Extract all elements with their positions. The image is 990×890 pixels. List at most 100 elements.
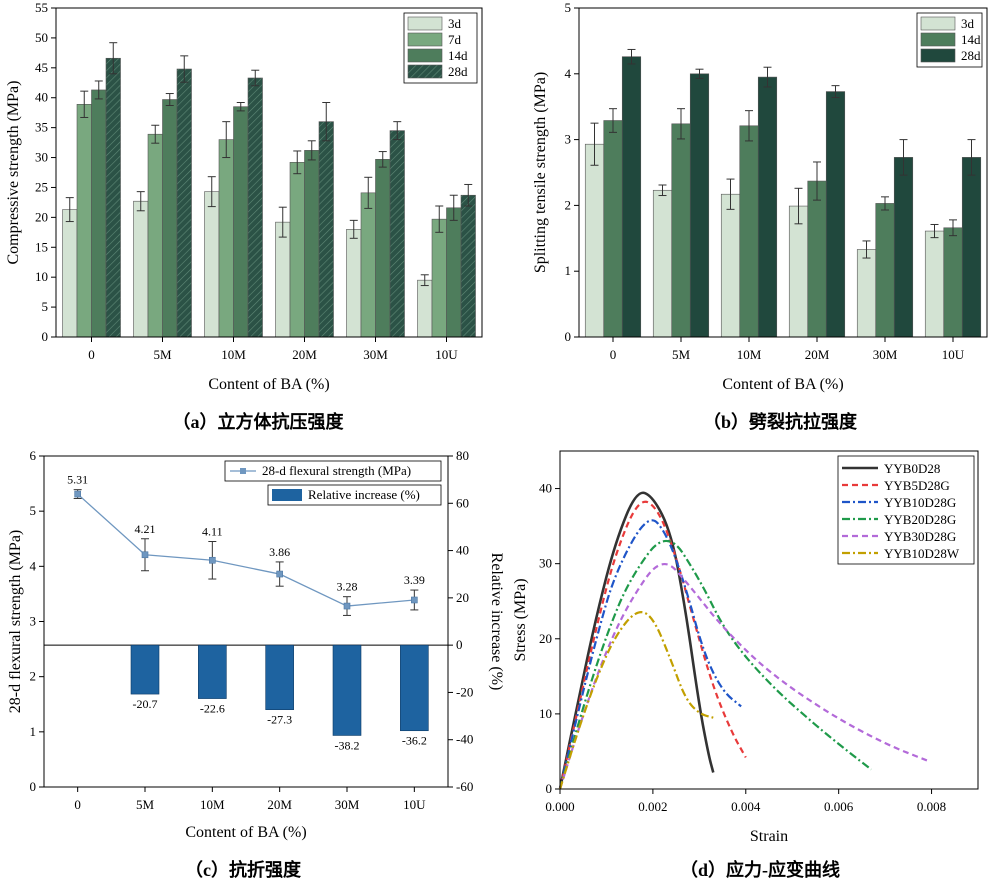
a-x-tick-label-2: 10M	[221, 347, 246, 362]
a-bar-28d-30M	[389, 130, 405, 338]
b-legend-label-28d: 28d	[961, 48, 981, 63]
c-flexural-point-30M	[343, 602, 351, 610]
panel-d-legend: YYB0D28 YYB5D28G YYB10D28G YYB20D28G YYB30D2…	[837, 455, 975, 565]
panel-c-plot-frame	[43, 455, 449, 788]
c-y2-tick-label-5: 40	[456, 543, 469, 558]
b-bar-3d-30M	[856, 249, 877, 338]
a-bar-3d-5M	[133, 200, 149, 338]
c-flexural-point-5M	[141, 551, 149, 559]
a-bar-14d-10M	[233, 106, 249, 338]
c-flexural-label-10M: 4.11	[202, 525, 223, 539]
a-bar-3d-0	[62, 209, 78, 338]
a-bar-3d-10M	[204, 191, 220, 338]
c-y2-tick-label-1: -40	[456, 732, 473, 747]
c-flexural-point-0	[74, 490, 81, 498]
panel-c-x-axis-label: Content of BA (%)	[185, 824, 306, 841]
panel-d-caption: （d）应力-应变曲线	[680, 859, 840, 880]
b-y-tick-label-5: 5	[565, 0, 572, 15]
a-bar-28d-20M	[318, 121, 334, 338]
b-bar-28d-0	[621, 56, 642, 338]
d-legend-label-YYB30D28G: YYB30D28G	[884, 529, 956, 544]
a-y-tick-label-6: 30	[35, 150, 48, 165]
panel-c-flexural-strength-chart: 0 1 2 3 4 5 6 -60 -40 -20 0 20 40 60 80 0 5M -20.7 10M -22.…	[7, 448, 505, 880]
a-bar-7d-30M	[360, 192, 376, 338]
d-curve-YYB5D28G	[558, 500, 747, 790]
c-x-tick-label-0: 0	[74, 797, 81, 812]
c-x-tick-label-4: 30M	[335, 797, 360, 812]
c-y-tick-label-3: 3	[30, 614, 37, 629]
c-legend-bar-label: Relative increase (%)	[308, 487, 420, 502]
panel-d-plot-frame	[559, 450, 979, 790]
panel-a-compressive-strength-chart: 0 5 10 15 20 25 30 35 40 45 50 55 0 5M 10M 20M 30M 10U Co…	[5, 0, 483, 432]
panel-a-y-axis-label: Compressive strength (MPa)	[5, 81, 22, 265]
d-y-tick-label-0: 0	[546, 781, 553, 796]
b-bar-28d-20M	[825, 91, 846, 338]
c-flexural-line	[77, 493, 415, 607]
b-bar-28d-10U	[961, 157, 982, 338]
a-y-tick-label-11: 55	[35, 0, 48, 15]
c-flexural-label-10U: 3.39	[404, 573, 425, 587]
d-x-tick-label-0: 0.000	[545, 799, 574, 814]
a-x-tick-label-5: 10U	[435, 347, 458, 362]
panel-c-legend: 28-d flexural strength (MPa) Relative inc…	[224, 460, 442, 506]
c-legend-bar-box	[267, 484, 442, 506]
b-legend-swatch-14d	[920, 32, 956, 47]
c-bar-relative-10U	[400, 644, 429, 732]
a-y-tick-label-3: 15	[35, 239, 48, 254]
d-x-tick-label-4: 0.008	[917, 799, 946, 814]
panel-c-caption: （c）抗折强度	[185, 859, 302, 880]
panel-d-x-axis-label: Strain	[750, 828, 788, 845]
a-bar-14d-5M	[162, 99, 178, 338]
a-bar-14d-0	[91, 89, 107, 338]
d-curve-YYB0D28	[558, 491, 715, 790]
a-bar-7d-10M	[218, 139, 234, 338]
b-legend-label-14d: 14d	[961, 32, 981, 47]
b-x-tick-label-0: 0	[610, 347, 617, 362]
b-bar-3d-10U	[924, 230, 945, 338]
a-bar-7d-20M	[289, 162, 305, 338]
a-bar-3d-30M	[346, 229, 362, 338]
b-bar-3d-5M	[652, 189, 673, 338]
panel-b-x-axis-label: Content of BA (%)	[722, 376, 843, 393]
panel-a-x-axis-label: Content of BA (%)	[208, 376, 329, 393]
b-x-tick-label-1: 5M	[672, 347, 691, 362]
c-legend-line-box	[224, 460, 442, 482]
b-x-tick-label-5: 10U	[942, 347, 965, 362]
c-y2-tick-label-6: 60	[456, 495, 469, 510]
b-bar-3d-0	[584, 143, 605, 338]
a-legend-swatch-3d	[407, 16, 443, 31]
b-y-tick-label-3: 3	[565, 132, 572, 147]
a-bar-7d-0	[76, 104, 92, 338]
panel-a-caption: （a）立方体抗压强度	[173, 411, 345, 432]
a-x-tick-label-3: 20M	[292, 347, 317, 362]
a-y-tick-label-2: 10	[35, 269, 48, 284]
a-legend-swatch-28d	[407, 64, 443, 79]
c-flexural-point-10U	[411, 596, 418, 604]
b-bar-14d-0	[603, 120, 623, 338]
panel-c-y-axis-label: 28-d flexural strength (MPa)	[7, 530, 24, 714]
panel-d-y-axis-label: Stress (MPa)	[512, 578, 529, 661]
a-bar-3d-20M	[275, 221, 291, 338]
b-x-tick-label-4: 30M	[873, 347, 898, 362]
a-x-tick-label-1: 5M	[153, 347, 172, 362]
c-y2-tick-label-3: 0	[456, 637, 463, 652]
c-x-tick-label-3: 20M	[267, 797, 292, 812]
b-bar-28d-30M	[893, 157, 914, 338]
d-legend-label-YYB0D28: YYB0D28	[884, 461, 940, 476]
d-y-tick-label-3: 30	[539, 556, 552, 571]
b-bar-14d-10U	[943, 227, 963, 338]
c-bar-relative-20M	[265, 644, 294, 710]
a-bar-7d-10U	[431, 218, 447, 338]
a-legend-label-7d: 7d	[448, 32, 462, 47]
panel-b-caption: （b）劈裂抗拉强度	[703, 411, 858, 432]
b-legend-swatch-3d	[920, 16, 956, 31]
c-bar-relative-10M	[198, 644, 227, 699]
c-bar-relative-30M	[332, 644, 362, 736]
a-y-tick-label-10: 50	[35, 30, 48, 45]
c-y-tick-label-1: 1	[30, 724, 37, 739]
a-y-tick-label-1: 5	[42, 299, 49, 314]
panel-d-stress-strain-chart: 0 10 20 30 40 0.000 0.002 0.004 0.006 0.008 Stres…	[512, 450, 979, 880]
d-legend-box	[837, 455, 975, 565]
a-legend-label-14d: 14d	[448, 48, 468, 63]
